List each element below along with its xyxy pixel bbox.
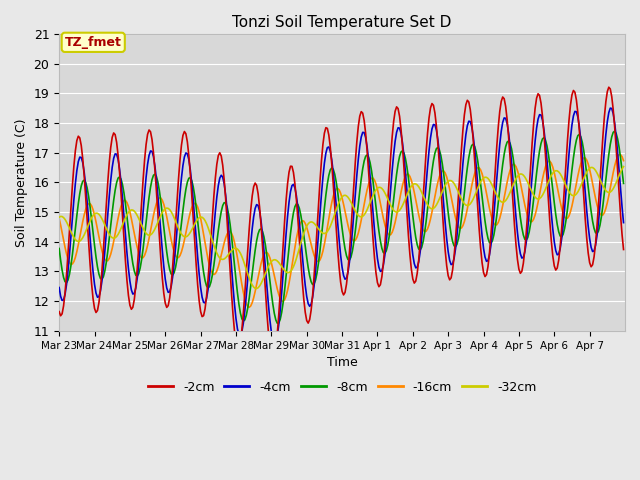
Title: Tonzi Soil Temperature Set D: Tonzi Soil Temperature Set D	[232, 15, 452, 30]
Y-axis label: Soil Temperature (C): Soil Temperature (C)	[15, 118, 28, 247]
X-axis label: Time: Time	[326, 356, 358, 369]
Legend: -2cm, -4cm, -8cm, -16cm, -32cm: -2cm, -4cm, -8cm, -16cm, -32cm	[143, 376, 541, 399]
Text: TZ_fmet: TZ_fmet	[65, 36, 122, 49]
